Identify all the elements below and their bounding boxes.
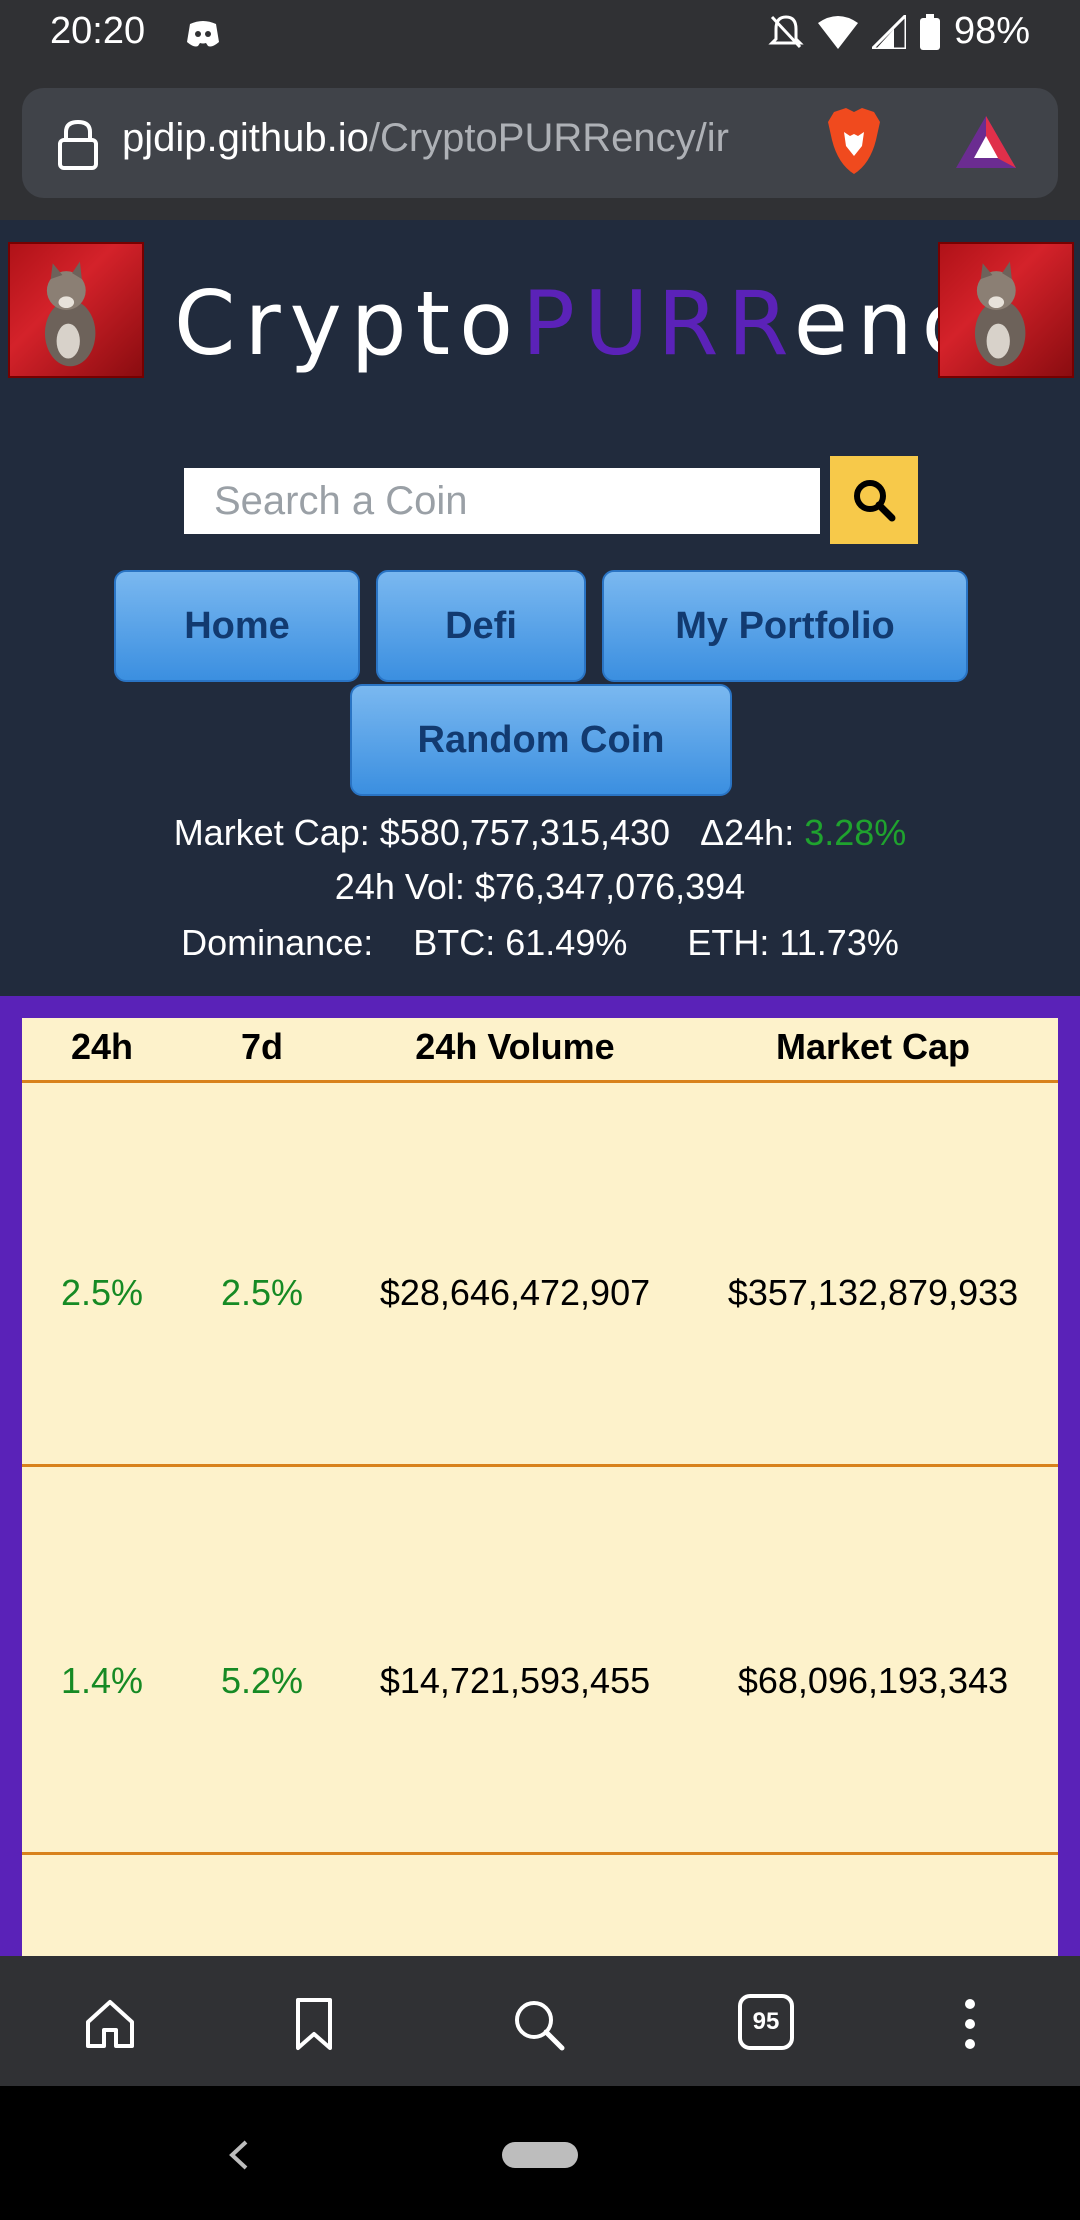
bookmark-icon[interactable]: [286, 1996, 342, 2052]
menu-icon[interactable]: [942, 1996, 998, 2052]
cell-24h: 1.4%: [60, 1660, 144, 1701]
battery-level: 98%: [953, 10, 1030, 52]
wifi-icon: [817, 15, 858, 49]
header-divider: [22, 1080, 1058, 1083]
market-cap-value: $580,757,315,430: [379, 812, 671, 853]
battery-icon: [919, 13, 940, 50]
coin-table: 24h 7d 24h Volume Market Cap 2.5% 2.5% $…: [22, 1018, 1058, 1956]
cat-logo-left: [8, 242, 144, 378]
discord-icon: [187, 21, 219, 47]
search-icon: [854, 480, 896, 522]
header-volume[interactable]: 24h Volume: [415, 1026, 615, 1067]
defi-button[interactable]: Defi: [376, 570, 586, 682]
search-icon[interactable]: [510, 1996, 566, 2052]
tabs-icon[interactable]: 95: [738, 1994, 794, 2050]
brave-shield-icon[interactable]: [822, 106, 886, 176]
mute-icon: [768, 14, 804, 48]
header-market-cap[interactable]: Market Cap: [775, 1026, 971, 1067]
url-bar[interactable]: pjdip.github.io/CryptoPURRency/ir: [22, 88, 1058, 198]
my-portfolio-button[interactable]: My Portfolio: [602, 570, 968, 682]
cell-volume: $28,646,472,907: [379, 1272, 651, 1313]
btc-dominance: 61.49%: [505, 922, 628, 963]
status-icons: 98%: [768, 10, 1030, 53]
volume-value: $76,347,076,394: [474, 866, 746, 907]
row-divider: [22, 1464, 1058, 1467]
cell-24h: 2.5%: [60, 1272, 144, 1313]
cat-logo-right: [938, 242, 1074, 378]
row-divider: [22, 1852, 1058, 1855]
url-host: pjdip.github.io: [122, 116, 369, 160]
home-icon[interactable]: [82, 1996, 138, 2052]
back-icon[interactable]: [226, 2138, 252, 2172]
home-gesture-pill[interactable]: [502, 2142, 578, 2168]
browser-bottom-toolbar: 95: [0, 1956, 1080, 2086]
status-time: 20:20: [50, 10, 146, 52]
lock-icon[interactable]: [56, 118, 100, 170]
site-title: CryptoPURRency: [174, 272, 1041, 375]
market-cap-line: Market Cap: $580,757,315,430 Δ24h: 3.28%: [173, 812, 907, 853]
coin-table-frame: 24h 7d 24h Volume Market Cap 2.5% 2.5% $…: [0, 996, 1080, 1956]
url-path: /CryptoPURRency/ir: [368, 116, 729, 160]
cell-market-cap: $357,132,879,933: [727, 1272, 1019, 1313]
search-button[interactable]: [830, 456, 918, 544]
eth-dominance: 11.73%: [779, 922, 899, 963]
header-24h[interactable]: 24h: [70, 1026, 134, 1067]
cell-7d: 2.5%: [220, 1272, 304, 1313]
status-bar: 20:20 98%: [0, 0, 1080, 68]
url-text[interactable]: pjdip.github.io/CryptoPURRency/ir: [122, 116, 822, 161]
signal-icon: [871, 14, 906, 49]
system-nav-bar: [0, 2086, 1080, 2220]
delta-24h-value: 3.28%: [804, 812, 907, 853]
web-page: CryptoPURRency Home Defi My Portfolio Ra…: [0, 220, 1080, 1956]
home-button[interactable]: Home: [114, 570, 360, 682]
random-coin-button[interactable]: Random Coin: [350, 684, 732, 796]
search-input[interactable]: [184, 468, 820, 534]
header-7d[interactable]: 7d: [240, 1026, 283, 1067]
browser-toolbar: pjdip.github.io/CryptoPURRency/ir: [0, 68, 1080, 220]
cell-7d: 5.2%: [220, 1660, 304, 1701]
cell-volume: $14,721,593,455: [379, 1660, 651, 1701]
dominance-line: Dominance: BTC: 61.49% ETH: 11.73%: [181, 922, 899, 963]
volume-line: 24h Vol: $76,347,076,394: [334, 866, 746, 907]
bat-rewards-icon[interactable]: [954, 112, 1018, 172]
cell-market-cap: $68,096,193,343: [737, 1660, 1009, 1701]
